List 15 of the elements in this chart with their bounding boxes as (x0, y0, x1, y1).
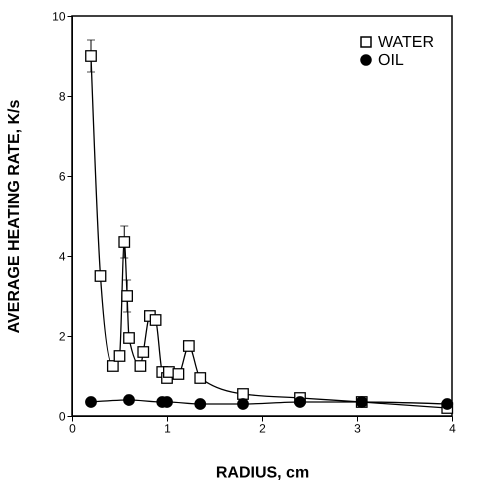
x-tick-label: 1 (164, 422, 172, 436)
x-axis-title: RADIUS, cm (216, 464, 310, 482)
x-tick-label: 3 (354, 422, 362, 436)
x-tick-label: 0 (69, 422, 76, 436)
y-tick-label: 4 (58, 250, 66, 264)
y-tick-label: 6 (58, 170, 66, 184)
legend-label: WATER (378, 34, 434, 51)
x-tick-label: 4 (449, 422, 456, 436)
x-tick-label: 2 (259, 422, 266, 436)
y-tick-label: 2 (58, 330, 66, 344)
y-tick-label: 10 (52, 10, 66, 24)
y-tick-label: 0 (58, 410, 66, 424)
legend-label: OIL (378, 52, 404, 69)
y-tick-label: 8 (58, 90, 66, 104)
y-axis-title: AVERAGE HEATING RATE, K/s (6, 100, 24, 334)
